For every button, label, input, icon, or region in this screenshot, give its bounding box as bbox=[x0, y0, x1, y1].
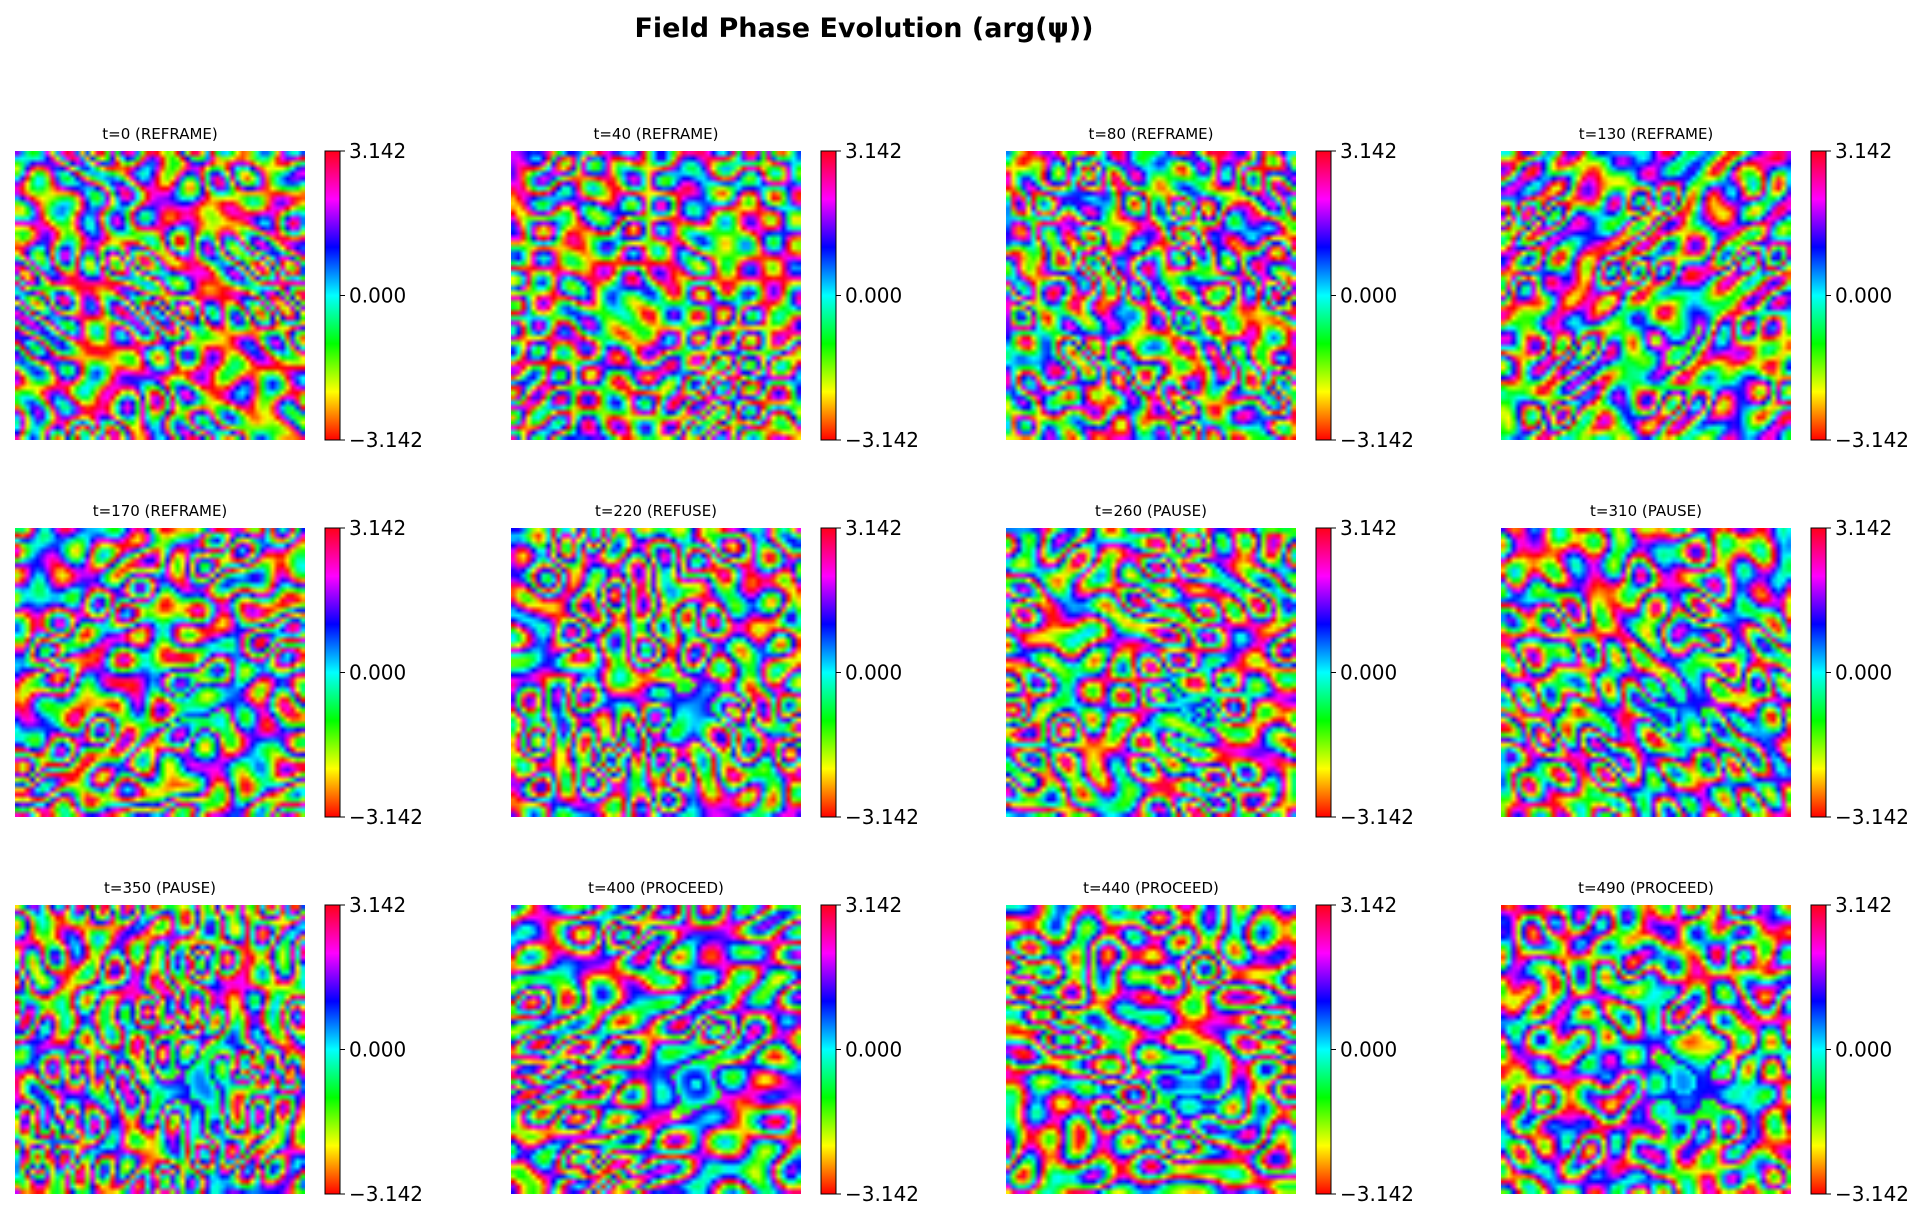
colorbar-tick-label: 0.000 bbox=[1340, 284, 1397, 308]
panel: t=80 (REFRAME) 3.142 0.000 −3.142 bbox=[1006, 125, 1414, 452]
panel-title: t=170 (REFRAME) bbox=[93, 502, 228, 520]
panel: t=130 (REFRAME) 3.142 0.000 −3.142 bbox=[1501, 125, 1909, 452]
colorbar-tick-label: 3.142 bbox=[349, 893, 406, 917]
panel: t=220 (REFUSE) 3.142 0.000 −3.142 bbox=[511, 502, 919, 829]
colorbar-tick-label: 0.000 bbox=[349, 284, 406, 308]
colorbar-tick-label: 3.142 bbox=[1340, 893, 1397, 917]
colorbar-tick-label: 3.142 bbox=[1835, 139, 1892, 163]
phase-heatmap bbox=[15, 528, 305, 817]
colorbar-tick-label: 0.000 bbox=[349, 1038, 406, 1062]
phase-heatmap bbox=[1501, 905, 1791, 1194]
colorbar bbox=[1810, 527, 1827, 818]
panel: t=490 (PROCEED) 3.142 0.000 −3.142 bbox=[1501, 879, 1909, 1206]
colorbar-tick-label: 0.000 bbox=[1835, 661, 1892, 685]
panel-title: t=400 (PROCEED) bbox=[588, 879, 724, 897]
colorbar bbox=[820, 904, 837, 1195]
colorbar-tick-label: 3.142 bbox=[845, 139, 902, 163]
colorbar-tick-label: 3.142 bbox=[1340, 516, 1397, 540]
panel-title: t=220 (REFUSE) bbox=[595, 502, 717, 520]
panel: t=0 (REFRAME) 3.142 0.000 −3.142 bbox=[15, 125, 423, 452]
colorbar-tick-label: −3.142 bbox=[349, 1182, 423, 1206]
phase-heatmap bbox=[511, 905, 801, 1194]
colorbar-tick-label: 0.000 bbox=[1835, 1038, 1892, 1062]
panel: t=40 (REFRAME) 3.142 0.000 −3.142 bbox=[511, 125, 919, 452]
colorbar bbox=[1315, 527, 1332, 818]
phase-heatmap bbox=[1006, 905, 1296, 1194]
colorbar-tick-label: 0.000 bbox=[1340, 1038, 1397, 1062]
colorbar-tick-label: 3.142 bbox=[349, 516, 406, 540]
colorbar bbox=[1315, 904, 1332, 1195]
colorbar-tick-label: −3.142 bbox=[349, 428, 423, 452]
colorbar-tick-label: 0.000 bbox=[1835, 284, 1892, 308]
colorbar bbox=[324, 904, 341, 1195]
colorbar-tick-label: −3.142 bbox=[349, 805, 423, 829]
colorbar-tick-label: −3.142 bbox=[1835, 1182, 1909, 1206]
colorbar-tick-label: −3.142 bbox=[1340, 1182, 1414, 1206]
colorbar bbox=[1810, 150, 1827, 441]
colorbar bbox=[324, 527, 341, 818]
colorbar-tick-label: −3.142 bbox=[1340, 428, 1414, 452]
colorbar-tick-label: 3.142 bbox=[1835, 516, 1892, 540]
colorbar-tick-label: −3.142 bbox=[845, 805, 919, 829]
colorbar-tick-label: 3.142 bbox=[845, 893, 902, 917]
panel-title: t=310 (PAUSE) bbox=[1590, 502, 1702, 520]
phase-heatmap bbox=[1501, 528, 1791, 817]
colorbar-tick-label: −3.142 bbox=[845, 1182, 919, 1206]
phase-heatmap bbox=[511, 528, 801, 817]
panel-title: t=0 (REFRAME) bbox=[102, 125, 218, 143]
colorbar-tick-label: 3.142 bbox=[349, 139, 406, 163]
phase-heatmap bbox=[1006, 151, 1296, 440]
colorbar-tick-label: −3.142 bbox=[1835, 428, 1909, 452]
panel: t=350 (PAUSE) 3.142 0.000 −3.142 bbox=[15, 879, 423, 1206]
colorbar-tick-label: 0.000 bbox=[349, 661, 406, 685]
colorbar bbox=[1315, 150, 1332, 441]
colorbar-tick-label: 3.142 bbox=[1340, 139, 1397, 163]
colorbar-tick-label: 0.000 bbox=[845, 1038, 902, 1062]
phase-heatmap bbox=[511, 151, 801, 440]
panel-title: t=130 (REFRAME) bbox=[1579, 125, 1714, 143]
panel-title: t=260 (PAUSE) bbox=[1095, 502, 1207, 520]
phase-heatmap bbox=[15, 905, 305, 1194]
panel-title: t=80 (REFRAME) bbox=[1088, 125, 1213, 143]
phase-heatmap bbox=[1501, 151, 1791, 440]
figure-title: Field Phase Evolution (arg(ψ)) bbox=[634, 13, 1093, 44]
phase-heatmap bbox=[1006, 528, 1296, 817]
colorbar-tick-label: 3.142 bbox=[1835, 893, 1892, 917]
colorbar-tick-label: −3.142 bbox=[1340, 805, 1414, 829]
colorbar bbox=[820, 527, 837, 818]
panel: t=440 (PROCEED) 3.142 0.000 −3.142 bbox=[1006, 879, 1414, 1206]
panel: t=400 (PROCEED) 3.142 0.000 −3.142 bbox=[511, 879, 919, 1206]
panel-title: t=40 (REFRAME) bbox=[593, 125, 718, 143]
colorbar-tick-label: 3.142 bbox=[845, 516, 902, 540]
colorbar bbox=[1810, 904, 1827, 1195]
panel-title: t=490 (PROCEED) bbox=[1578, 879, 1714, 897]
panel: t=310 (PAUSE) 3.142 0.000 −3.142 bbox=[1501, 502, 1909, 829]
colorbar-tick-label: −3.142 bbox=[845, 428, 919, 452]
colorbar-tick-label: 0.000 bbox=[845, 284, 902, 308]
panel-title: t=350 (PAUSE) bbox=[104, 879, 216, 897]
panel: t=170 (REFRAME) 3.142 0.000 −3.142 bbox=[15, 502, 423, 829]
panel: t=260 (PAUSE) 3.142 0.000 −3.142 bbox=[1006, 502, 1414, 829]
colorbar bbox=[324, 150, 341, 441]
colorbar bbox=[820, 150, 837, 441]
colorbar-tick-label: 0.000 bbox=[1340, 661, 1397, 685]
panel-title: t=440 (PROCEED) bbox=[1083, 879, 1219, 897]
colorbar-tick-label: 0.000 bbox=[845, 661, 902, 685]
phase-heatmap bbox=[15, 151, 305, 440]
colorbar-tick-label: −3.142 bbox=[1835, 805, 1909, 829]
